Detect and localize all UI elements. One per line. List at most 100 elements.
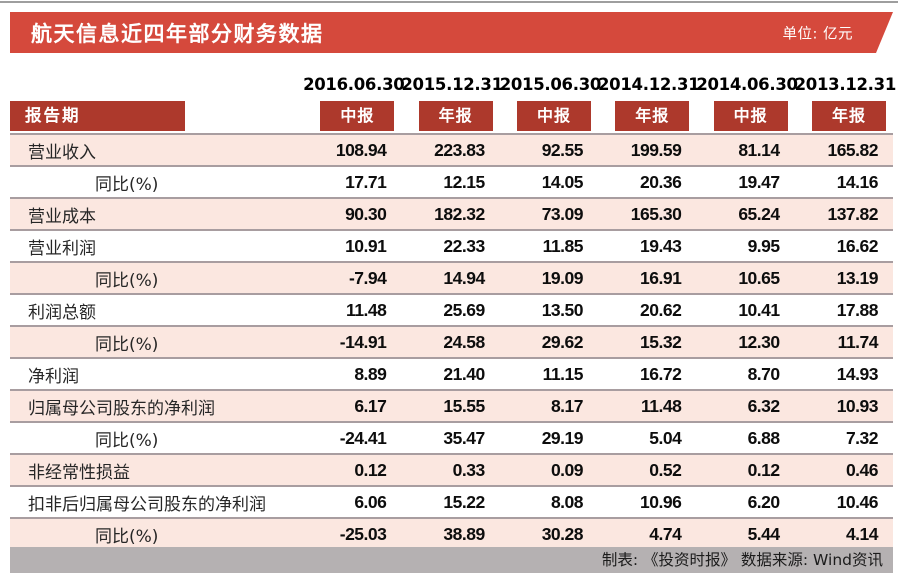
- cell-value: 15.22: [443, 491, 485, 512]
- cell-value: 20.62: [640, 299, 682, 320]
- row-label: 净利润: [28, 366, 79, 387]
- cell-value: 10.41: [738, 299, 780, 320]
- table-row: 同比(%) -25.03 38.89 30.28 4.74 5.44 4.14: [10, 518, 893, 550]
- cell-value: 5.44: [747, 523, 781, 544]
- cell-value: 29.62: [541, 331, 584, 352]
- table-row: 同比(%) -14.91 24.58 29.62 15.32 12.30 11.…: [10, 326, 893, 358]
- row-label: 利润总额: [28, 302, 96, 323]
- report-date-header: 2013.12.31: [794, 75, 897, 94]
- cell-value: 6.20: [747, 491, 781, 512]
- cell-value: 16.91: [640, 267, 682, 288]
- cell-value: 4.74: [649, 523, 682, 544]
- row-label: 非经常性损益: [28, 462, 130, 483]
- row-label: 营业成本: [28, 206, 96, 227]
- cell-value: 24.58: [443, 331, 485, 352]
- cell-value: 165.30: [630, 203, 682, 224]
- cell-value: 20.36: [640, 171, 682, 192]
- cell-value: 9.95: [747, 235, 781, 256]
- report-date-header: 2015.12.31: [401, 75, 503, 94]
- cell-value: 25.69: [443, 299, 485, 320]
- cell-value: 14.94: [443, 267, 485, 288]
- cell-value: 81.14: [738, 139, 780, 160]
- cell-value: 4.14: [845, 523, 879, 544]
- cell-value: 16.72: [640, 363, 682, 384]
- cell-value: 8.17: [550, 395, 584, 416]
- cell-value: 15.55: [443, 395, 485, 416]
- cell-value: 6.06: [354, 491, 387, 512]
- period-type-cell: 年报: [598, 99, 696, 134]
- cell-value: -24.41: [339, 427, 387, 448]
- period-type-badge: 中报: [517, 101, 591, 131]
- cell-value: 8.08: [550, 491, 584, 512]
- cell-value: 182.32: [434, 203, 485, 224]
- cell-value: 14.93: [836, 363, 879, 384]
- cell-value: 0.12: [354, 459, 387, 480]
- cell-value: 19.09: [541, 267, 584, 288]
- period-type-badge: 中报: [713, 101, 788, 131]
- cell-value: 10.46: [836, 491, 879, 512]
- cell-value: 10.93: [836, 395, 879, 416]
- cell-value: 0.33: [452, 459, 486, 480]
- report-date-header: 2014.06.30: [696, 75, 798, 94]
- cell-value: 15.32: [640, 331, 682, 352]
- report-period-badge: 报告期: [10, 101, 185, 131]
- cell-value: 6.17: [354, 395, 387, 416]
- cell-value: 12.30: [738, 331, 780, 352]
- cell-value: 10.65: [738, 267, 780, 288]
- table-row: 营业收入 108.94 223.83 92.55 199.59 81.14 16…: [10, 134, 893, 166]
- row-label: 同比(%): [95, 526, 159, 547]
- cell-value: 19.43: [640, 235, 682, 256]
- report-date-header: 2015.06.30: [499, 75, 602, 94]
- row-label: 营业利润: [28, 238, 96, 259]
- report-date-header: 2016.06.30: [303, 75, 405, 94]
- row-label: 同比(%): [95, 174, 159, 195]
- page-title: 航天信息近四年部分财务数据: [31, 21, 324, 46]
- cell-value: 108.94: [335, 139, 387, 160]
- cell-value: 92.55: [541, 139, 584, 160]
- cell-value: 90.30: [345, 203, 387, 224]
- cell-value: -14.91: [339, 331, 387, 352]
- cell-value: 35.47: [443, 427, 485, 448]
- date-row-spacer: [10, 58, 303, 99]
- cell-value: 8.70: [747, 363, 781, 384]
- cell-value: 0.09: [550, 459, 584, 480]
- cell-value: 13.50: [541, 299, 584, 320]
- row-label: 归属母公司股东的净利润: [28, 398, 215, 419]
- report-date-row: 2016.06.30 2015.12.31 2015.06.30 2014.12.31…: [10, 58, 897, 99]
- report-period-cell: 报告期: [10, 99, 303, 134]
- period-type-badge: 年报: [418, 101, 493, 131]
- cell-value: 165.82: [827, 139, 878, 160]
- table-row: 净利润 8.89 21.40 11.15 16.72 8.70 14.93: [10, 358, 893, 390]
- cell-value: 10.91: [345, 235, 387, 256]
- period-type-cell: 年报: [795, 99, 893, 134]
- cell-value: 0.12: [747, 459, 781, 480]
- table-row: 同比(%) -7.94 14.94 19.09 16.91 10.65 13.1…: [10, 262, 893, 294]
- financial-table: 2016.06.30 2015.12.31 2015.06.30 2014.12.31…: [10, 58, 897, 551]
- top-divider: [0, 1, 898, 3]
- cell-value: 199.59: [630, 139, 682, 160]
- row-label: 营业收入: [28, 142, 96, 163]
- footer-bar: 制表: 《投资时报》 数据来源: Wind资讯: [10, 547, 893, 573]
- row-label: 同比(%): [95, 430, 159, 451]
- cell-value: 29.19: [541, 427, 584, 448]
- period-type-cell: 年报: [401, 99, 499, 134]
- table-row: 营业利润 10.91 22.33 11.85 19.43 9.95 16.62: [10, 230, 893, 262]
- cell-value: 6.88: [747, 427, 781, 448]
- table-row: 归属母公司股东的净利润 6.17 15.55 8.17 11.48 6.32 1…: [10, 390, 893, 422]
- cell-value: 65.24: [738, 203, 780, 224]
- cell-value: 14.05: [541, 171, 584, 192]
- table-row: 同比(%) 17.71 12.15 14.05 20.36 19.47 14.1…: [10, 166, 893, 198]
- cell-value: 14.16: [836, 171, 879, 192]
- period-type-cell: 中报: [696, 99, 794, 134]
- table-row: 营业成本 90.30 182.32 73.09 165.30 65.24 137…: [10, 198, 893, 230]
- period-type-row: 报告期 中报 年报 中报 年报 中报 年报: [10, 99, 893, 134]
- cell-value: 12.15: [443, 171, 485, 192]
- cell-value: -7.94: [348, 267, 387, 288]
- cell-value: 13.19: [836, 267, 879, 288]
- cell-value: 21.40: [443, 363, 485, 384]
- cell-value: 8.89: [354, 363, 387, 384]
- cell-value: 7.32: [845, 427, 879, 448]
- cell-value: 5.04: [649, 427, 682, 448]
- period-type-cell: 中报: [303, 99, 401, 134]
- table-body: 营业收入 108.94 223.83 92.55 199.59 81.14 16…: [10, 134, 893, 550]
